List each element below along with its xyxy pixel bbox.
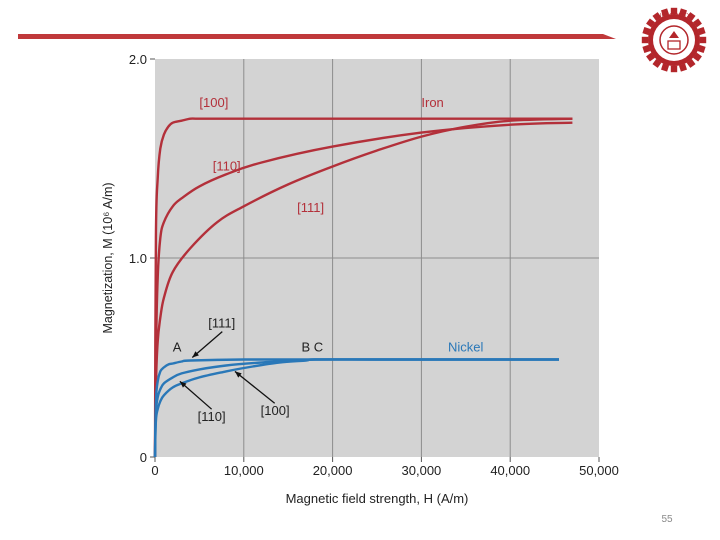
seal-cog xyxy=(661,8,670,17)
seal-cog xyxy=(670,7,678,15)
logo-text: UNIVERSITY xyxy=(657,13,690,19)
annotation-arrow-line xyxy=(234,370,276,404)
annotation-label: [111] xyxy=(297,200,324,215)
seal-cog xyxy=(678,8,687,17)
y-tick-label: 1.0 xyxy=(129,251,147,266)
axis-ticks: 0 10,000 20,000 30,000 40,000 50,000 0 1.0 2.0 xyxy=(129,52,619,478)
x-tick-label: 10,000 xyxy=(224,463,264,478)
x-tick-label: 0 xyxy=(151,463,158,478)
seal-cog xyxy=(642,27,651,36)
seal-cog xyxy=(641,36,649,44)
seal-cog xyxy=(697,27,706,36)
x-tick-label: 30,000 xyxy=(402,463,442,478)
annotation-label: A xyxy=(173,340,182,355)
annotation-label: [110] xyxy=(198,409,226,424)
annotation-label: [100] xyxy=(199,95,228,110)
seal-inner-ring xyxy=(659,25,689,55)
page-number: 55 xyxy=(661,514,673,525)
header-bar xyxy=(18,34,616,39)
seal-cog xyxy=(697,44,706,53)
series-line-iron-100 xyxy=(153,117,573,458)
annotation-arrowhead xyxy=(192,351,199,358)
annotation-label: B C xyxy=(302,340,324,355)
y-tick-label: 0 xyxy=(140,450,147,465)
x-axis-label: Magnetic field strength, H (A/m) xyxy=(286,491,469,506)
annotation-arrow-line xyxy=(179,380,213,410)
x-tick-label: 40,000 xyxy=(490,463,530,478)
seal-cog xyxy=(661,63,670,72)
series-line-nickel-100 xyxy=(153,358,559,458)
university-seal-icon xyxy=(641,7,707,73)
seal-cog xyxy=(642,44,651,53)
annotations: [100] Iron [110] [111] Nickel [111] A B C [110] [… xyxy=(173,95,484,424)
annotation-arrow-line xyxy=(191,331,223,358)
series-line-iron-110 xyxy=(153,121,573,458)
y-tick-label: 2.0 xyxy=(129,52,147,67)
seal-cog xyxy=(678,63,687,72)
annotation-label: Nickel xyxy=(448,340,484,355)
annotation-label: [111] xyxy=(208,316,235,331)
series-group xyxy=(153,117,573,458)
seal-cog xyxy=(699,36,707,44)
annotation-arrowhead xyxy=(234,371,242,378)
annotation-label: Iron xyxy=(421,95,443,110)
series-line-iron-111 xyxy=(153,117,573,458)
seal-lamp xyxy=(669,31,679,38)
y-axis-label: Magnetization, M (10⁶ A/m) xyxy=(101,182,115,333)
university-logo: UNIVERSITY xyxy=(641,7,707,73)
seal-book xyxy=(667,40,681,50)
x-tick-label: 20,000 xyxy=(313,463,353,478)
annotation-label: [100] xyxy=(261,403,290,418)
seal-inner xyxy=(653,19,695,61)
x-tick-label: 50,000 xyxy=(579,463,619,478)
header-bar-shape xyxy=(18,34,616,39)
seal-cog xyxy=(670,65,678,73)
annotation-label: [110] xyxy=(213,158,241,173)
annotation-arrowhead xyxy=(179,381,187,388)
